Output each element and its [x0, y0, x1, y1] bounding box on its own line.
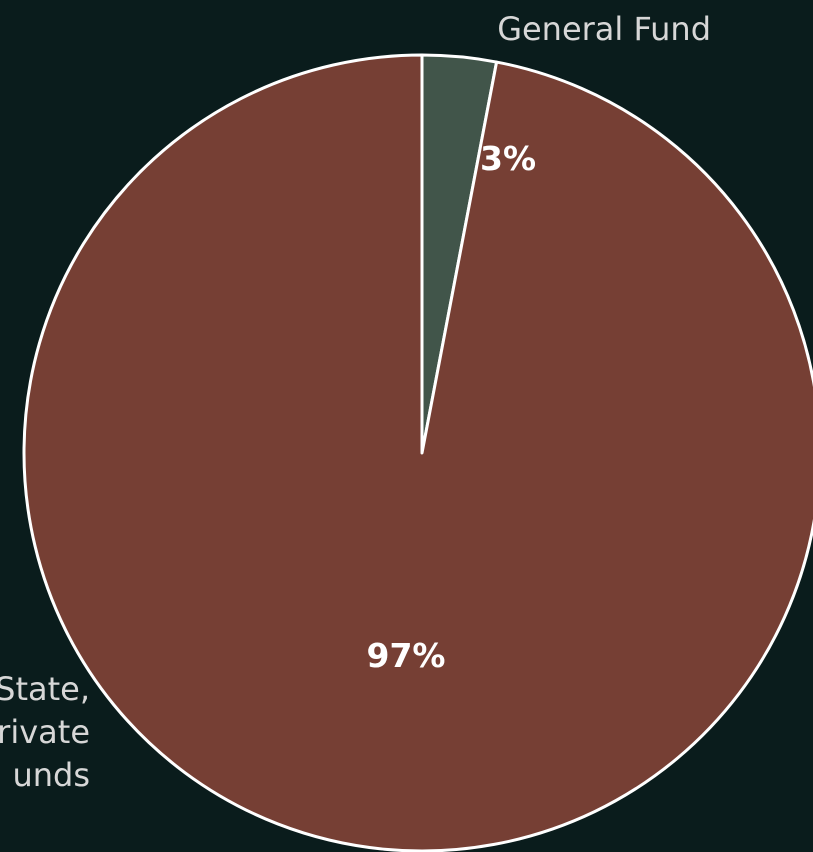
- pie-value-label: 3%: [480, 139, 536, 178]
- pie-category-label-line: General Fund: [497, 10, 711, 48]
- pie-category-label: General Fund: [497, 10, 711, 48]
- pie-slices: [22, 53, 813, 852]
- pie-category-label: State, rivate unds: [0, 670, 90, 794]
- pie-slice-other-funds: [22, 53, 813, 852]
- pie-value-label: 97%: [367, 636, 446, 675]
- pie-category-label-line: unds: [12, 756, 90, 794]
- pie-category-label-line: State,: [0, 670, 90, 708]
- pie-labels: 3% General Fund 97% State, rivate unds: [0, 10, 711, 794]
- pie-category-label-line: rivate: [0, 713, 90, 751]
